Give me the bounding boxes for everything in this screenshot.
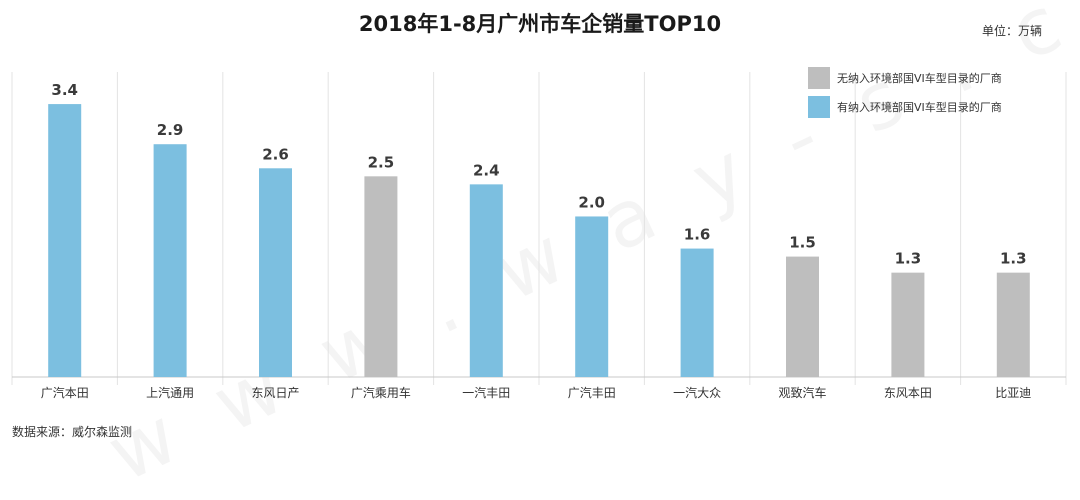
- data-label-2: 2.6: [262, 145, 289, 163]
- category-label-2: 东风日产: [251, 386, 299, 400]
- data-label-5: 2.0: [578, 193, 605, 211]
- data-label-6: 1.6: [684, 226, 711, 244]
- data-label-8: 1.3: [895, 250, 922, 268]
- category-label-0: 广汽本田: [41, 385, 89, 400]
- data-label-3: 2.5: [368, 153, 395, 171]
- category-label-5: 广汽丰田: [568, 385, 616, 400]
- category-label-7: 观致汽车: [778, 385, 826, 400]
- unit-label: 单位：万辆: [981, 24, 1042, 38]
- data-label-7: 1.5: [789, 234, 816, 252]
- data-label-4: 2.4: [473, 161, 500, 179]
- chart-title: 2018年1-8月广州市车企销量TOP10: [358, 12, 722, 36]
- bar-0: [48, 104, 82, 377]
- category-label-8: 东风本田: [884, 386, 932, 400]
- bar-9: [996, 272, 1030, 377]
- category-label-3: 广汽乘用车: [351, 385, 411, 400]
- source-label: 数据来源：威尔森监测: [12, 425, 133, 439]
- category-label-4: 一汽丰田: [462, 385, 510, 400]
- bar-4: [469, 184, 503, 377]
- bar-chart: 3.4 广汽本田 2.9 上汽通用 2.6 东风日产 2.5 广汽乘用车 2.4 一汽丰田 2.0 广…: [11, 67, 1067, 400]
- data-label-9: 1.3: [1000, 250, 1027, 268]
- legend-label-1: 有纳入环境部国VI车型目录的厂商: [837, 100, 1002, 114]
- category-label-6: 一汽大众: [673, 385, 721, 400]
- bar-8: [891, 272, 925, 377]
- bar-6: [680, 248, 714, 377]
- bar-5: [575, 216, 609, 377]
- data-label-1: 2.9: [157, 121, 184, 139]
- legend-swatch-0: [808, 67, 830, 89]
- bar-3: [364, 176, 398, 377]
- legend-label-0: 无纳入环境部国VI车型目录的厂商: [837, 71, 1002, 85]
- bar-2: [259, 168, 292, 377]
- category-label-1: 上汽通用: [146, 385, 194, 400]
- bar-7: [786, 256, 819, 377]
- category-label-9: 比亚迪: [995, 386, 1031, 400]
- legend-swatch-1: [808, 96, 830, 118]
- data-label-0: 3.4: [51, 81, 78, 99]
- bar-1: [153, 144, 187, 377]
